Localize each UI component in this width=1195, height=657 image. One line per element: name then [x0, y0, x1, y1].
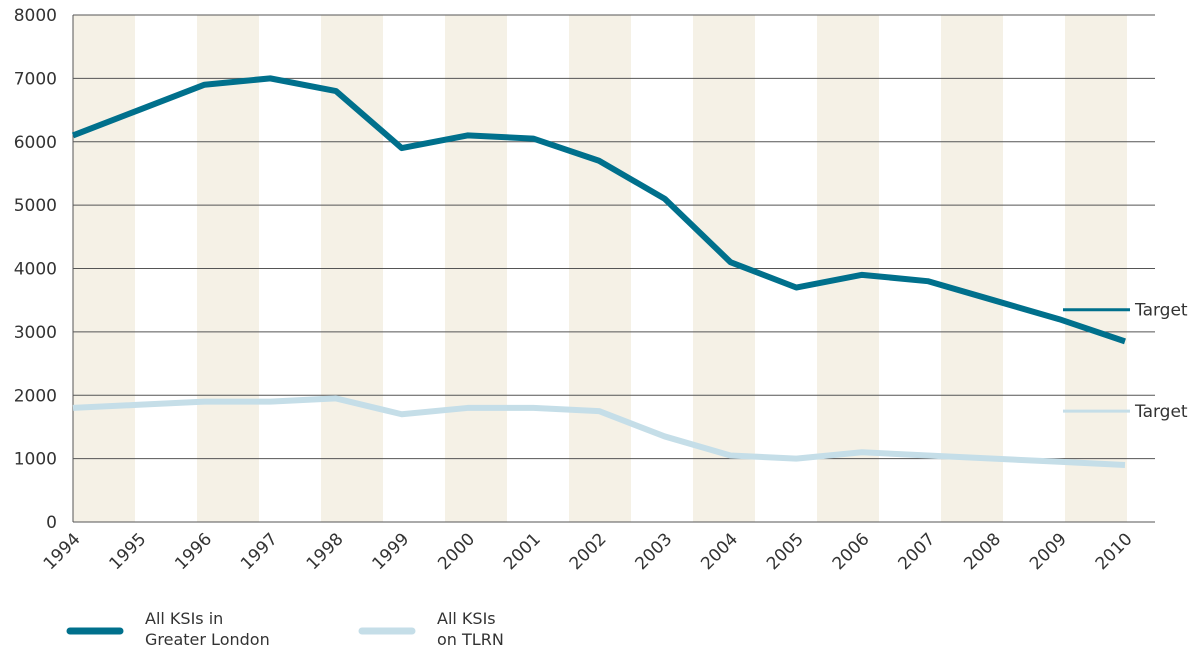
y-tick-label: 3000	[14, 323, 57, 343]
y-tick-label: 8000	[14, 6, 57, 26]
series-line	[71, 75, 1126, 345]
x-tick-label: 1998	[303, 529, 348, 574]
x-tick-label: 2002	[566, 529, 611, 574]
x-tick-label: 2007	[895, 529, 940, 574]
legend-swatches	[66, 627, 416, 635]
y-tick-label: 1000	[14, 450, 57, 470]
x-tick-label: 2001	[500, 529, 545, 574]
y-tick-label: 0	[46, 513, 57, 533]
y-tick-label: 7000	[14, 69, 57, 89]
x-tick-label: 1995	[106, 529, 151, 574]
x-tick-label: 1996	[171, 529, 216, 574]
chart: 0 1000 2000 3000 4000 5000 6000 7000 8000 1994 199…	[14, 6, 1188, 574]
y-tick-label: 6000	[14, 133, 57, 153]
x-tick-label: 2000	[434, 529, 479, 574]
x-tick-label: 2010	[1092, 529, 1137, 574]
target-label: Target	[1134, 402, 1188, 422]
x-tick-label: 2004	[697, 529, 742, 574]
x-tick-label: 1997	[237, 529, 282, 574]
y-tick-label: 5000	[14, 196, 57, 216]
x-tick-label: 1999	[369, 529, 414, 574]
y-tick-label: 2000	[14, 386, 57, 406]
x-tick-label: 2005	[763, 529, 808, 574]
legend-label: All KSIs in Greater London	[145, 609, 270, 649]
x-tick-label: 2006	[829, 529, 874, 574]
x-tick-label: 2009	[1026, 529, 1071, 574]
target-label: Target	[1134, 301, 1188, 321]
x-tick-label: 2003	[632, 529, 677, 574]
x-tick-label: 1994	[40, 529, 85, 574]
series-line	[72, 395, 1126, 468]
legend-label: All KSIs on TLRN	[437, 609, 504, 649]
y-tick-label: 4000	[14, 260, 57, 280]
x-tick-label: 2008	[960, 529, 1005, 574]
